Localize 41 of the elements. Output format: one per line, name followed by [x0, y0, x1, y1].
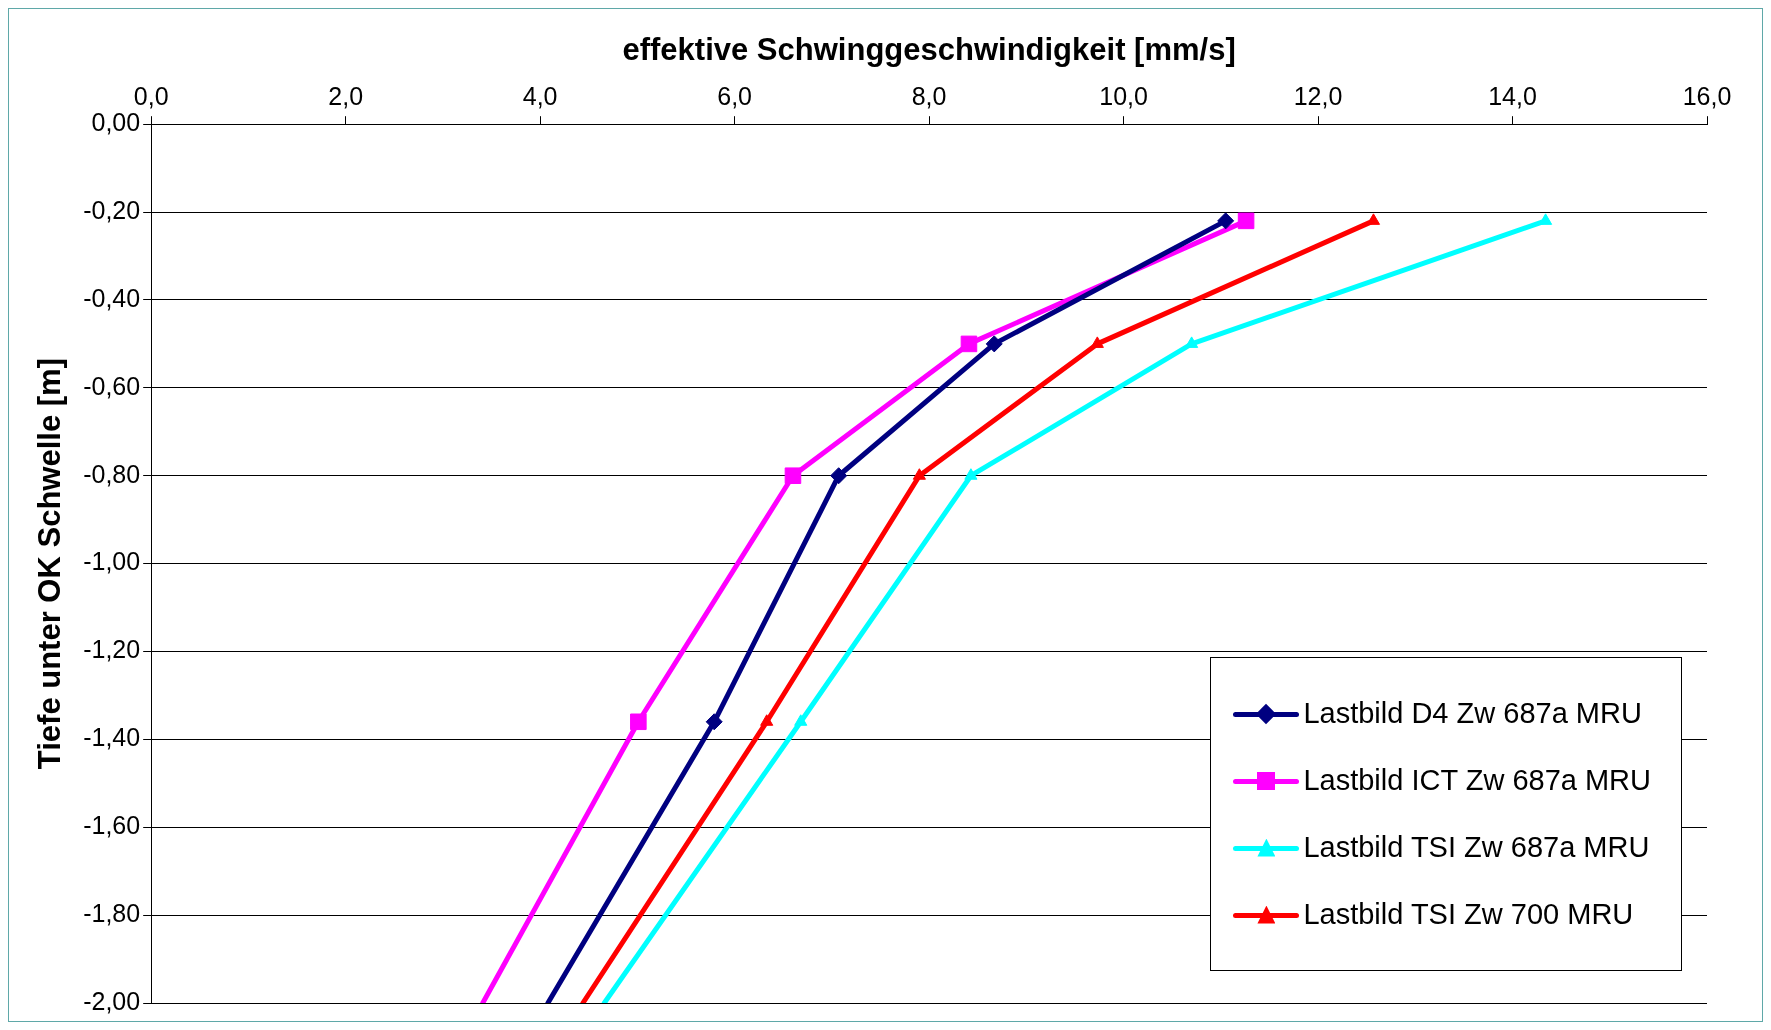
- x-axis-title: effektive Schwinggeschwindigkeit [mm/s]: [622, 32, 1236, 68]
- x-tick-label: 4,0: [522, 82, 558, 111]
- y-tick-label: -2,00: [83, 986, 141, 1015]
- y-tick-label: -1,60: [83, 811, 141, 840]
- x-tick-label: 2,0: [328, 82, 364, 111]
- point: [705, 713, 723, 731]
- x-tick-label: 12,0: [1293, 82, 1343, 111]
- y-axis-title: Tiefe unter OK Schwelle [m]: [32, 358, 68, 770]
- point: [985, 335, 1003, 353]
- y-tick-label: -0,80: [83, 459, 141, 488]
- point: [760, 714, 774, 726]
- point: [1185, 336, 1199, 348]
- legend-label: Lastbild TSI Zw 687a MRU: [1303, 831, 1650, 864]
- point: [1090, 336, 1104, 348]
- point: [1539, 213, 1553, 225]
- x-tick-label: 8,0: [911, 82, 947, 111]
- point: [912, 468, 926, 480]
- x-tick-label: 16,0: [1682, 82, 1732, 111]
- legend-label: Lastbild ICT Zw 687a MRU: [1303, 764, 1651, 797]
- legend-label: Lastbild D4 Zw 687a MRU: [1303, 697, 1642, 730]
- y-tick-label: -0,60: [83, 371, 141, 400]
- point: [1217, 212, 1235, 230]
- y-tick-label: -0,20: [83, 195, 141, 224]
- y-tick-label: -1,00: [83, 547, 141, 576]
- x-tick-label: 0,0: [133, 82, 169, 111]
- point: [794, 714, 808, 726]
- y-tick-label: -0,40: [83, 283, 141, 312]
- x-tick-label: 6,0: [717, 82, 752, 111]
- x-tick-label: 14,0: [1488, 82, 1537, 111]
- point: [1237, 212, 1255, 230]
- point: [784, 467, 802, 484]
- legend-label: Lastbild TSI Zw 700 MRU: [1303, 898, 1634, 931]
- point: [960, 335, 978, 353]
- point: [964, 468, 978, 480]
- y-tick-label: -1,20: [83, 635, 141, 664]
- y-tick-label: 0,00: [91, 108, 141, 137]
- y-tick-label: -1,80: [83, 899, 141, 928]
- y-tick-label: -1,40: [83, 723, 141, 752]
- point: [630, 713, 647, 731]
- point: [830, 467, 848, 485]
- x-tick-label: 10,0: [1099, 82, 1148, 111]
